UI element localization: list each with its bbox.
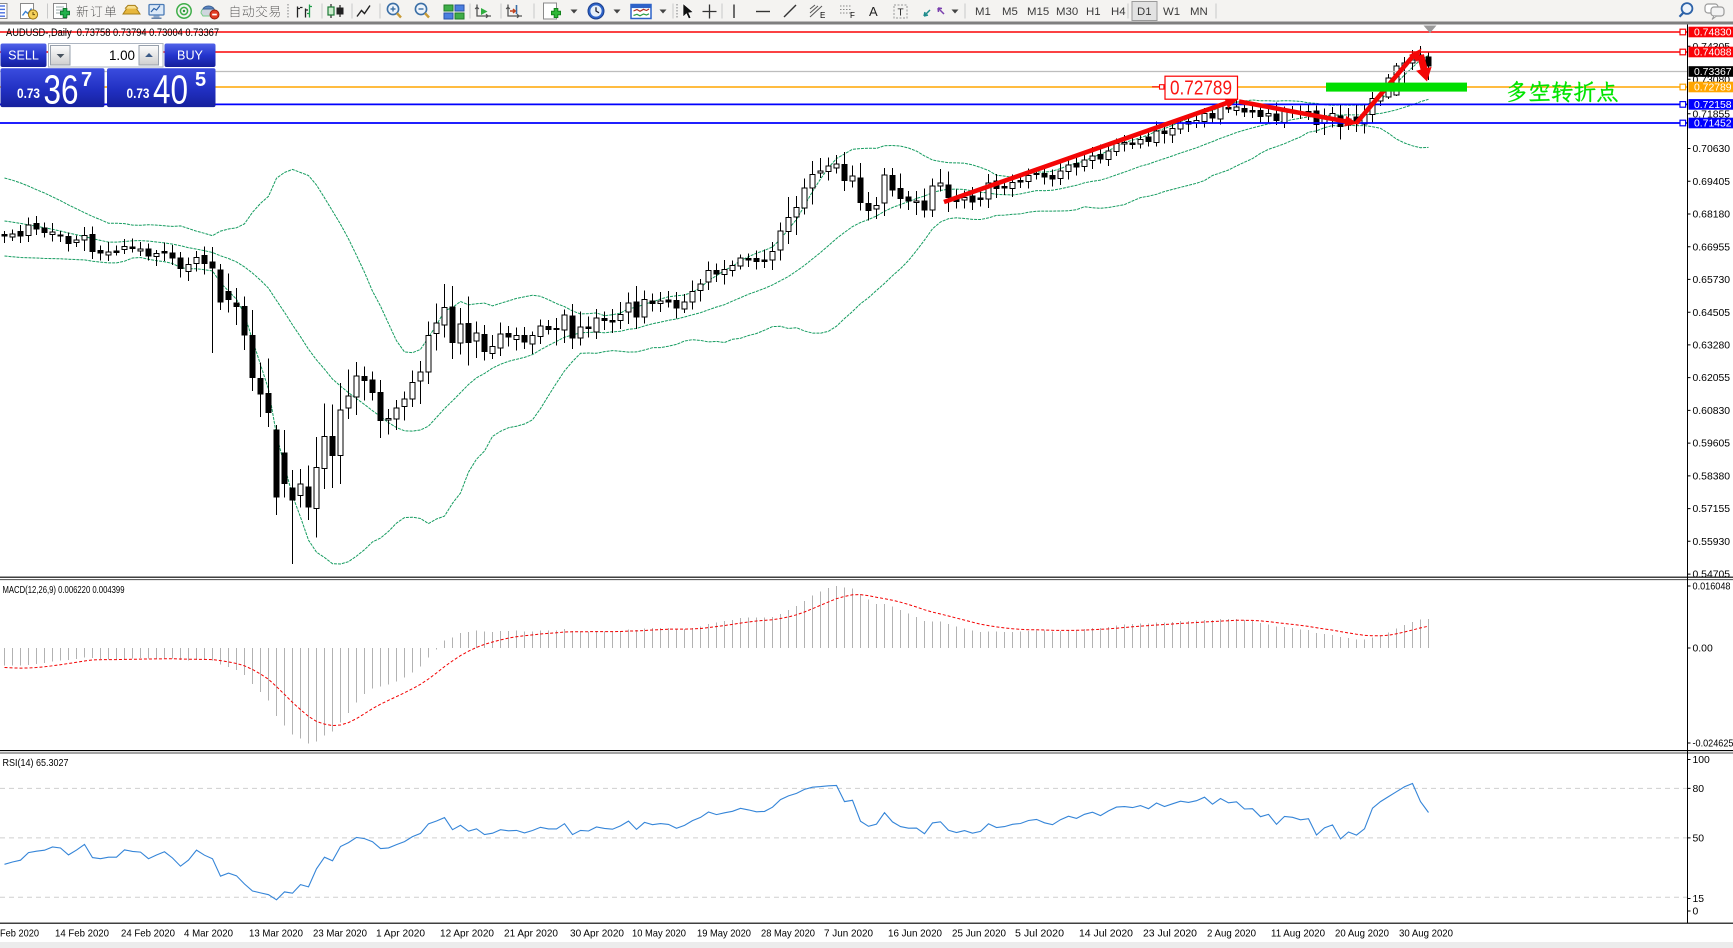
svg-text:0.68180: 0.68180 xyxy=(1693,210,1731,221)
svg-text:0.69405: 0.69405 xyxy=(1693,177,1731,188)
svg-text:0.71855: 0.71855 xyxy=(1693,109,1731,120)
svg-text:0.62055: 0.62055 xyxy=(1693,373,1731,384)
svg-text:0.72789: 0.72789 xyxy=(1170,78,1232,100)
svg-text:15: 15 xyxy=(1693,894,1705,905)
svg-text:0.016048: 0.016048 xyxy=(1693,582,1731,593)
svg-text:T: T xyxy=(898,8,904,19)
svg-text:11 Aug 2020: 11 Aug 2020 xyxy=(1271,929,1325,940)
svg-text:1 Apr 2020: 1 Apr 2020 xyxy=(376,929,425,940)
svg-text:4 Mar 2020: 4 Mar 2020 xyxy=(184,929,233,940)
svg-text:0.71452: 0.71452 xyxy=(1694,119,1732,130)
svg-text:H1: H1 xyxy=(1086,6,1101,18)
svg-text:M1: M1 xyxy=(975,6,991,18)
svg-text:M5: M5 xyxy=(1002,6,1018,18)
svg-text:2 Aug 2020: 2 Aug 2020 xyxy=(1207,929,1256,940)
svg-text:40: 40 xyxy=(153,67,188,113)
svg-text:100: 100 xyxy=(1693,755,1711,766)
svg-text:30 Apr 2020: 30 Apr 2020 xyxy=(570,929,624,940)
svg-text:0.54705: 0.54705 xyxy=(1693,570,1731,581)
svg-text:SELL: SELL xyxy=(8,49,39,63)
svg-text:Feb 2020: Feb 2020 xyxy=(0,929,39,940)
svg-text:-0.024625: -0.024625 xyxy=(1693,739,1733,750)
svg-text:RSI(14) 65.3027: RSI(14) 65.3027 xyxy=(3,758,69,769)
svg-text:0.63280: 0.63280 xyxy=(1693,341,1731,352)
svg-text:0.58380: 0.58380 xyxy=(1693,472,1731,483)
svg-text:0.72789: 0.72789 xyxy=(1694,83,1732,94)
svg-text:80: 80 xyxy=(1693,784,1705,795)
svg-text:50: 50 xyxy=(1693,834,1705,845)
svg-text:0.60830: 0.60830 xyxy=(1693,406,1731,417)
svg-text:7 Jun 2020: 7 Jun 2020 xyxy=(824,929,873,940)
svg-text:0.64505: 0.64505 xyxy=(1693,308,1731,319)
svg-text:0.74830: 0.74830 xyxy=(1694,28,1732,39)
svg-text:0.57155: 0.57155 xyxy=(1693,504,1731,515)
svg-text:23 Jul 2020: 23 Jul 2020 xyxy=(1143,929,1197,940)
svg-text:14 Jul 2020: 14 Jul 2020 xyxy=(1079,929,1133,940)
svg-text:M15: M15 xyxy=(1027,6,1049,18)
svg-text:25 Jun 2020: 25 Jun 2020 xyxy=(952,929,1006,940)
svg-text:W1: W1 xyxy=(1163,6,1180,18)
svg-text:0.74088: 0.74088 xyxy=(1694,48,1732,59)
svg-text:AUDUSD-,Daily 0.73758 0.73794: AUDUSD-,Daily 0.73758 0.73794 0.73004 0.… xyxy=(6,27,219,39)
svg-text:0.55930: 0.55930 xyxy=(1693,537,1731,548)
svg-text:A: A xyxy=(869,4,878,19)
svg-text:30 Aug 2020: 30 Aug 2020 xyxy=(1399,929,1453,940)
svg-text:19 May 2020: 19 May 2020 xyxy=(697,929,751,940)
svg-text:23 Mar 2020: 23 Mar 2020 xyxy=(313,929,367,940)
svg-text:0.59605: 0.59605 xyxy=(1693,439,1731,450)
svg-text:F: F xyxy=(850,11,855,20)
svg-text:5 Jul 2020: 5 Jul 2020 xyxy=(1015,929,1064,940)
svg-text:28 May 2020: 28 May 2020 xyxy=(761,929,815,940)
svg-text:36: 36 xyxy=(44,67,79,113)
svg-text:16 Jun 2020: 16 Jun 2020 xyxy=(888,929,942,940)
svg-text:D1: D1 xyxy=(1137,6,1152,18)
svg-text:0.73367: 0.73367 xyxy=(1694,67,1732,78)
svg-text:21 Apr 2020: 21 Apr 2020 xyxy=(504,929,558,940)
svg-text:MN: MN xyxy=(1190,6,1208,18)
svg-text:0.73080: 0.73080 xyxy=(1693,75,1731,86)
svg-text:BUY: BUY xyxy=(177,49,203,63)
svg-text:M30: M30 xyxy=(1056,6,1078,18)
svg-text:0.73: 0.73 xyxy=(17,86,40,101)
svg-text:13 Mar 2020: 13 Mar 2020 xyxy=(249,929,303,940)
svg-text:5: 5 xyxy=(195,69,206,91)
svg-text:E: E xyxy=(820,11,825,20)
svg-text:0: 0 xyxy=(1693,907,1699,918)
svg-text:H4: H4 xyxy=(1111,6,1126,18)
svg-text:0.00: 0.00 xyxy=(1693,644,1713,655)
svg-text:0.66955: 0.66955 xyxy=(1693,242,1731,253)
svg-text:MACD(12,26,9) 0.006220 0.00439: MACD(12,26,9) 0.006220 0.004399 xyxy=(3,585,125,596)
svg-text:12 Apr 2020: 12 Apr 2020 xyxy=(440,929,494,940)
svg-text:14 Feb 2020: 14 Feb 2020 xyxy=(55,929,109,940)
svg-text:10 May 2020: 10 May 2020 xyxy=(632,929,686,940)
svg-text:24 Feb 2020: 24 Feb 2020 xyxy=(121,929,175,940)
svg-text:0.65730: 0.65730 xyxy=(1693,275,1731,286)
svg-text:7: 7 xyxy=(81,69,92,91)
svg-text:0.73: 0.73 xyxy=(127,86,150,101)
svg-text:20 Aug 2020: 20 Aug 2020 xyxy=(1335,929,1389,940)
svg-text:1.00: 1.00 xyxy=(109,48,135,63)
svg-text:0.72158: 0.72158 xyxy=(1694,100,1732,111)
svg-text:0.70630: 0.70630 xyxy=(1693,144,1731,155)
